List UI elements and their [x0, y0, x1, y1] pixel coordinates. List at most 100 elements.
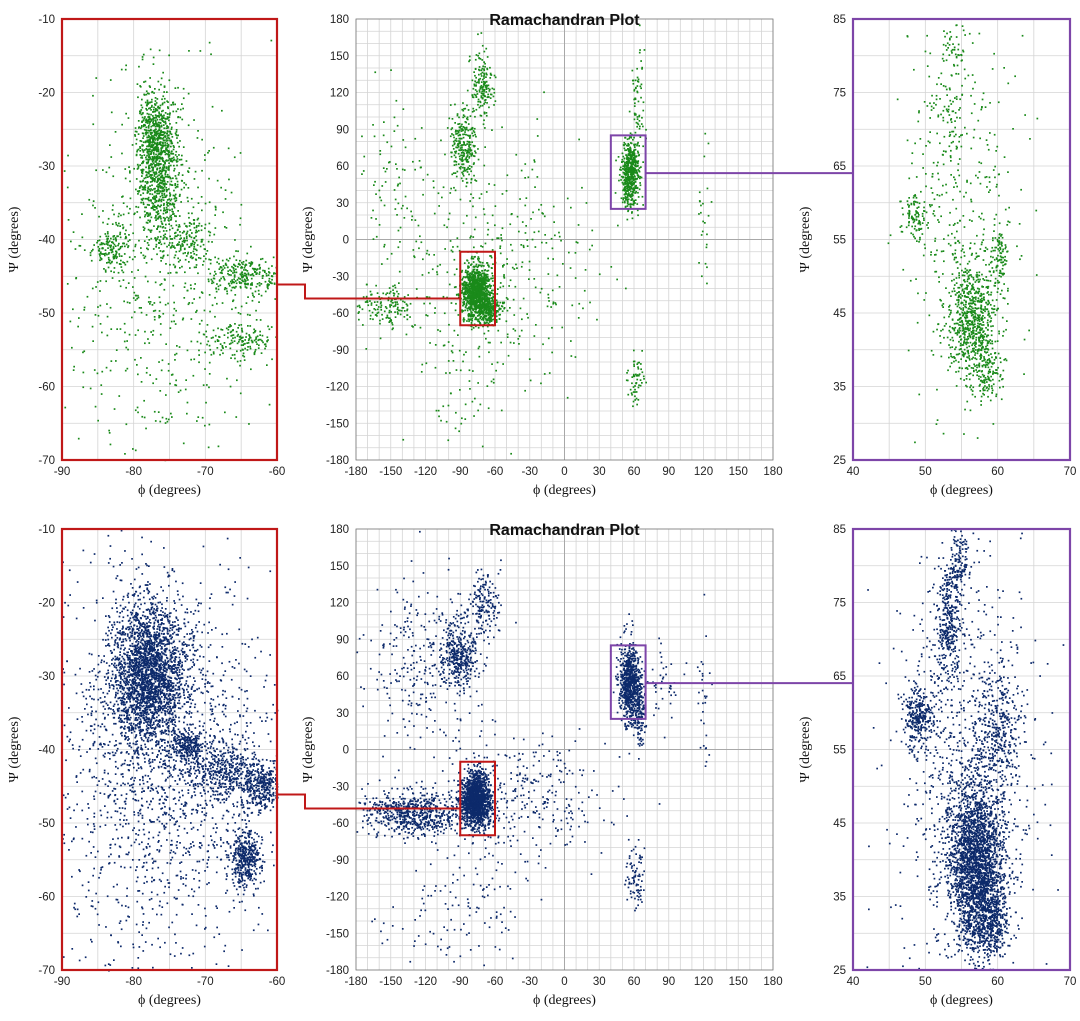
data-point [250, 264, 252, 266]
data-point [252, 274, 255, 277]
data-point [212, 336, 214, 339]
data-point [621, 201, 624, 204]
data-point [157, 150, 160, 152]
data-point [144, 141, 147, 144]
data-point [637, 367, 640, 370]
data-point [147, 127, 150, 129]
data-point [131, 316, 133, 319]
data-point [636, 67, 638, 70]
data-point [472, 276, 475, 279]
data-point [168, 158, 171, 160]
data-point [113, 213, 115, 216]
data-point [212, 352, 215, 355]
data-point [482, 123, 485, 126]
data-point [471, 132, 474, 135]
data-point [148, 167, 150, 169]
data-point [147, 158, 150, 161]
data-point [485, 299, 488, 301]
data-point [144, 132, 147, 134]
data-point [127, 348, 129, 351]
data-point [369, 318, 372, 320]
data-point [489, 315, 492, 317]
data-point [639, 85, 642, 88]
data-point [638, 167, 641, 169]
data-point [161, 250, 164, 253]
data-point [249, 314, 251, 316]
data-point [209, 231, 212, 234]
data-point [145, 119, 147, 122]
data-point [151, 134, 153, 137]
data-point [159, 215, 161, 217]
data-point [174, 232, 176, 235]
data-point [165, 194, 168, 197]
data-point [160, 137, 162, 140]
data-point [201, 416, 204, 419]
data-point [198, 257, 200, 259]
data-point [149, 145, 151, 147]
data-point [466, 89, 469, 92]
data-point [168, 165, 170, 167]
data-point [164, 303, 167, 306]
data-point [154, 100, 157, 102]
data-point [251, 292, 254, 295]
data-point [194, 283, 196, 285]
data-point [375, 284, 377, 287]
data-point [158, 124, 160, 126]
data-point [105, 235, 108, 238]
data-point [470, 302, 473, 304]
data-point [166, 125, 168, 128]
data-point [255, 273, 258, 275]
data-point [638, 384, 640, 387]
data-point [253, 352, 256, 354]
data-point [161, 179, 163, 182]
data-point [191, 212, 193, 215]
data-point [141, 98, 143, 101]
data-point [623, 141, 626, 144]
data-point [176, 141, 179, 144]
data-point [630, 156, 632, 159]
data-point [168, 219, 170, 222]
data-point [641, 382, 643, 384]
data-point [166, 149, 168, 152]
data-point [150, 331, 152, 333]
data-point [461, 289, 463, 292]
data-point [148, 199, 150, 202]
data-point [174, 184, 176, 187]
data-point [155, 153, 157, 156]
data-point [168, 79, 171, 82]
data-point [64, 406, 67, 409]
data-point [165, 166, 168, 168]
data-point [146, 197, 148, 200]
data-point [226, 266, 229, 269]
data-point [157, 130, 159, 132]
data-point [227, 328, 230, 331]
data-point [133, 291, 136, 294]
data-point [74, 248, 77, 250]
data-point [177, 108, 179, 110]
data-point [477, 326, 480, 329]
data-point [473, 295, 476, 298]
data-point [161, 98, 163, 101]
data-point [198, 349, 200, 352]
data-point [169, 235, 171, 238]
data-point [483, 103, 485, 105]
data-point [490, 300, 493, 302]
data-point [161, 192, 163, 195]
data-point [183, 286, 186, 288]
data-point [377, 306, 380, 308]
data-point [178, 225, 181, 228]
data-point [478, 73, 480, 76]
data-point [481, 272, 483, 275]
data-point [137, 165, 140, 168]
data-point [477, 256, 480, 258]
data-point [453, 142, 456, 145]
data-point [144, 330, 146, 333]
data-point [144, 275, 147, 278]
data-point [259, 334, 261, 336]
data-point [200, 196, 203, 198]
data-point [75, 277, 77, 280]
data-point [229, 347, 232, 350]
data-point [642, 145, 644, 148]
data-point [268, 277, 271, 280]
data-point [154, 420, 157, 422]
